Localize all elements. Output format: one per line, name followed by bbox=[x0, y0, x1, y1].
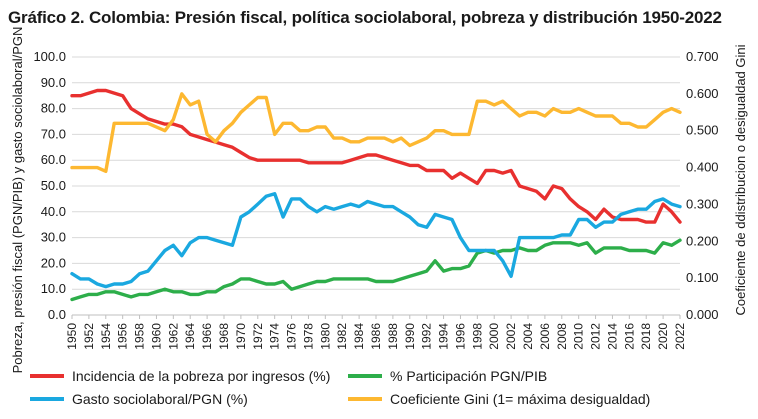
x-tick-label: 1980 bbox=[318, 323, 332, 350]
x-tick-label: 2002 bbox=[504, 323, 518, 350]
x-tick-label: 1966 bbox=[200, 323, 214, 350]
chart-title: Gráfico 2. Colombia: Presión fiscal, pol… bbox=[8, 8, 722, 27]
y-tick-label: 0.0 bbox=[48, 307, 66, 322]
y-axis-title: Pobreza, presión fiscal (PGN/PIB) y gast… bbox=[10, 27, 25, 374]
y2-tick-label: 0.600 bbox=[686, 86, 719, 101]
y2-tick-label: 0.400 bbox=[686, 160, 719, 175]
y2-tick-label: 0.300 bbox=[686, 196, 719, 211]
legend-label-2: % Participación PGN/PIB bbox=[390, 368, 547, 384]
series-line-1 bbox=[70, 88, 682, 224]
y2-tick-label: 0.700 bbox=[686, 49, 719, 64]
x-tick-label: 1974 bbox=[268, 323, 282, 350]
y2-tick-label: 0.500 bbox=[686, 123, 719, 138]
x-tick-label: 1986 bbox=[369, 323, 383, 350]
x-tick-label: 1952 bbox=[82, 323, 96, 350]
x-tick-label: 1988 bbox=[386, 323, 400, 350]
x-tick-label: 1958 bbox=[133, 323, 147, 350]
x-tick-label: 1960 bbox=[149, 323, 163, 350]
x-tick-label: 1994 bbox=[437, 323, 451, 350]
y-tick-label: 90.0 bbox=[41, 75, 66, 90]
y-tick-label: 50.0 bbox=[41, 178, 66, 193]
x-tick-label: 1984 bbox=[352, 323, 366, 350]
legend-label-4: Coeficiente Gini (1= máxima desigualdad) bbox=[390, 391, 650, 407]
y2-tick-label: 0.100 bbox=[686, 270, 719, 285]
y2-tick-label: 0.200 bbox=[686, 233, 719, 248]
y2-tick-label: 0.000 bbox=[686, 307, 719, 322]
x-tick-label: 2008 bbox=[555, 323, 569, 350]
x-tick-label: 2014 bbox=[605, 323, 619, 350]
x-tick-label: 2004 bbox=[521, 323, 535, 350]
x-tick-label: 2022 bbox=[673, 323, 687, 350]
x-tick-label: 1968 bbox=[217, 323, 231, 350]
x-tick-label: 1950 bbox=[65, 323, 79, 350]
y-tick-label: 70.0 bbox=[41, 126, 66, 141]
y-tick-label: 30.0 bbox=[41, 230, 66, 245]
x-tick-label: 2000 bbox=[487, 323, 501, 350]
x-tick-label: 1976 bbox=[285, 323, 299, 350]
x-tick-label: 2006 bbox=[538, 323, 552, 350]
y-tick-label: 60.0 bbox=[41, 152, 66, 167]
x-tick-label: 1970 bbox=[234, 323, 248, 350]
series-line-2 bbox=[70, 238, 682, 302]
series-line-4 bbox=[70, 92, 682, 174]
y-tick-label: 20.0 bbox=[41, 255, 66, 270]
x-tick-label: 1996 bbox=[453, 323, 467, 350]
legend-label-3: Gasto sociolaboral/PGN (%) bbox=[72, 391, 248, 407]
x-tick-label: 2016 bbox=[622, 323, 636, 350]
x-tick-label: 1954 bbox=[99, 323, 113, 350]
x-tick-label: 1972 bbox=[251, 323, 265, 350]
y-tick-label: 10.0 bbox=[41, 281, 66, 296]
legend-label-1: Incidencia de la pobreza por ingresos (%… bbox=[72, 368, 330, 384]
y2-axis-title: Coeficiente de ddistribucion o desiguald… bbox=[733, 44, 748, 315]
x-tick-label: 1990 bbox=[403, 323, 417, 350]
x-tick-label: 1956 bbox=[116, 323, 130, 350]
x-tick-label: 1978 bbox=[301, 323, 315, 350]
x-tick-label: 1964 bbox=[183, 323, 197, 350]
x-tick-label: 2012 bbox=[589, 323, 603, 350]
x-tick-label: 2020 bbox=[656, 323, 670, 350]
y-tick-label: 100.0 bbox=[33, 49, 66, 64]
series-line-3 bbox=[70, 191, 682, 289]
x-tick-label: 2018 bbox=[639, 323, 653, 350]
x-tick-label: 1982 bbox=[335, 323, 349, 350]
x-tick-label: 1998 bbox=[470, 323, 484, 350]
x-tick-label: 2010 bbox=[572, 323, 586, 350]
x-tick-label: 1962 bbox=[166, 323, 180, 350]
y-tick-label: 80.0 bbox=[41, 101, 66, 116]
y-tick-label: 40.0 bbox=[41, 204, 66, 219]
x-tick-label: 1992 bbox=[420, 323, 434, 350]
